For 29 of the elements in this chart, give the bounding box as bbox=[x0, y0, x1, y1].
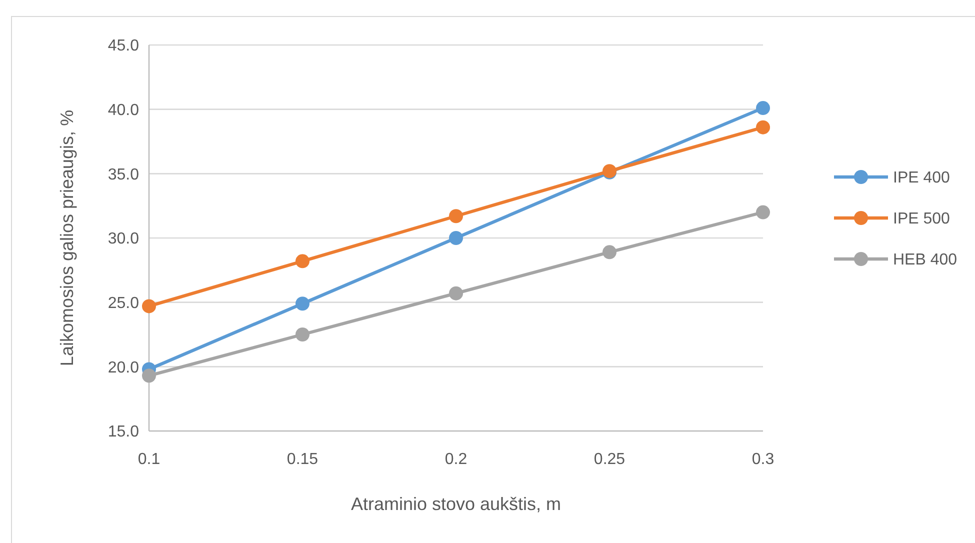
y-tick-label: 45.0 bbox=[108, 38, 140, 55]
y-axis-title: Laikomosios galios prieaugis, % bbox=[57, 110, 77, 366]
point bbox=[142, 299, 156, 314]
x-tick-label: 0.1 bbox=[138, 451, 160, 468]
point bbox=[449, 209, 463, 224]
y-tick-label: 20.0 bbox=[108, 359, 140, 376]
point bbox=[449, 231, 463, 245]
point bbox=[756, 101, 770, 116]
x-tick-label: 0.25 bbox=[594, 451, 626, 468]
legend-label: IPE 500 bbox=[893, 210, 950, 228]
y-tick-label: 15.0 bbox=[108, 424, 140, 441]
legend-label: IPE 400 bbox=[893, 170, 950, 187]
x-axis-title: Atraminio stovo aukštis, m bbox=[350, 494, 562, 514]
x-tick-label: 0.2 bbox=[444, 451, 468, 468]
x-tick-label: 0.15 bbox=[286, 451, 318, 468]
point bbox=[602, 245, 616, 260]
legend-label: HEB 400 bbox=[893, 252, 958, 269]
point bbox=[296, 328, 310, 342]
point bbox=[296, 296, 310, 311]
point bbox=[142, 368, 156, 383]
y-tick-label: 40.0 bbox=[108, 102, 140, 119]
point bbox=[756, 205, 770, 220]
point bbox=[449, 286, 463, 300]
x-tick-label: 0.3 bbox=[752, 451, 774, 468]
point bbox=[296, 254, 310, 268]
point bbox=[756, 120, 770, 134]
y-tick-label: 30.0 bbox=[108, 230, 140, 248]
y-tick-label: 25.0 bbox=[108, 294, 140, 312]
y-tick-label: 35.0 bbox=[108, 166, 140, 184]
